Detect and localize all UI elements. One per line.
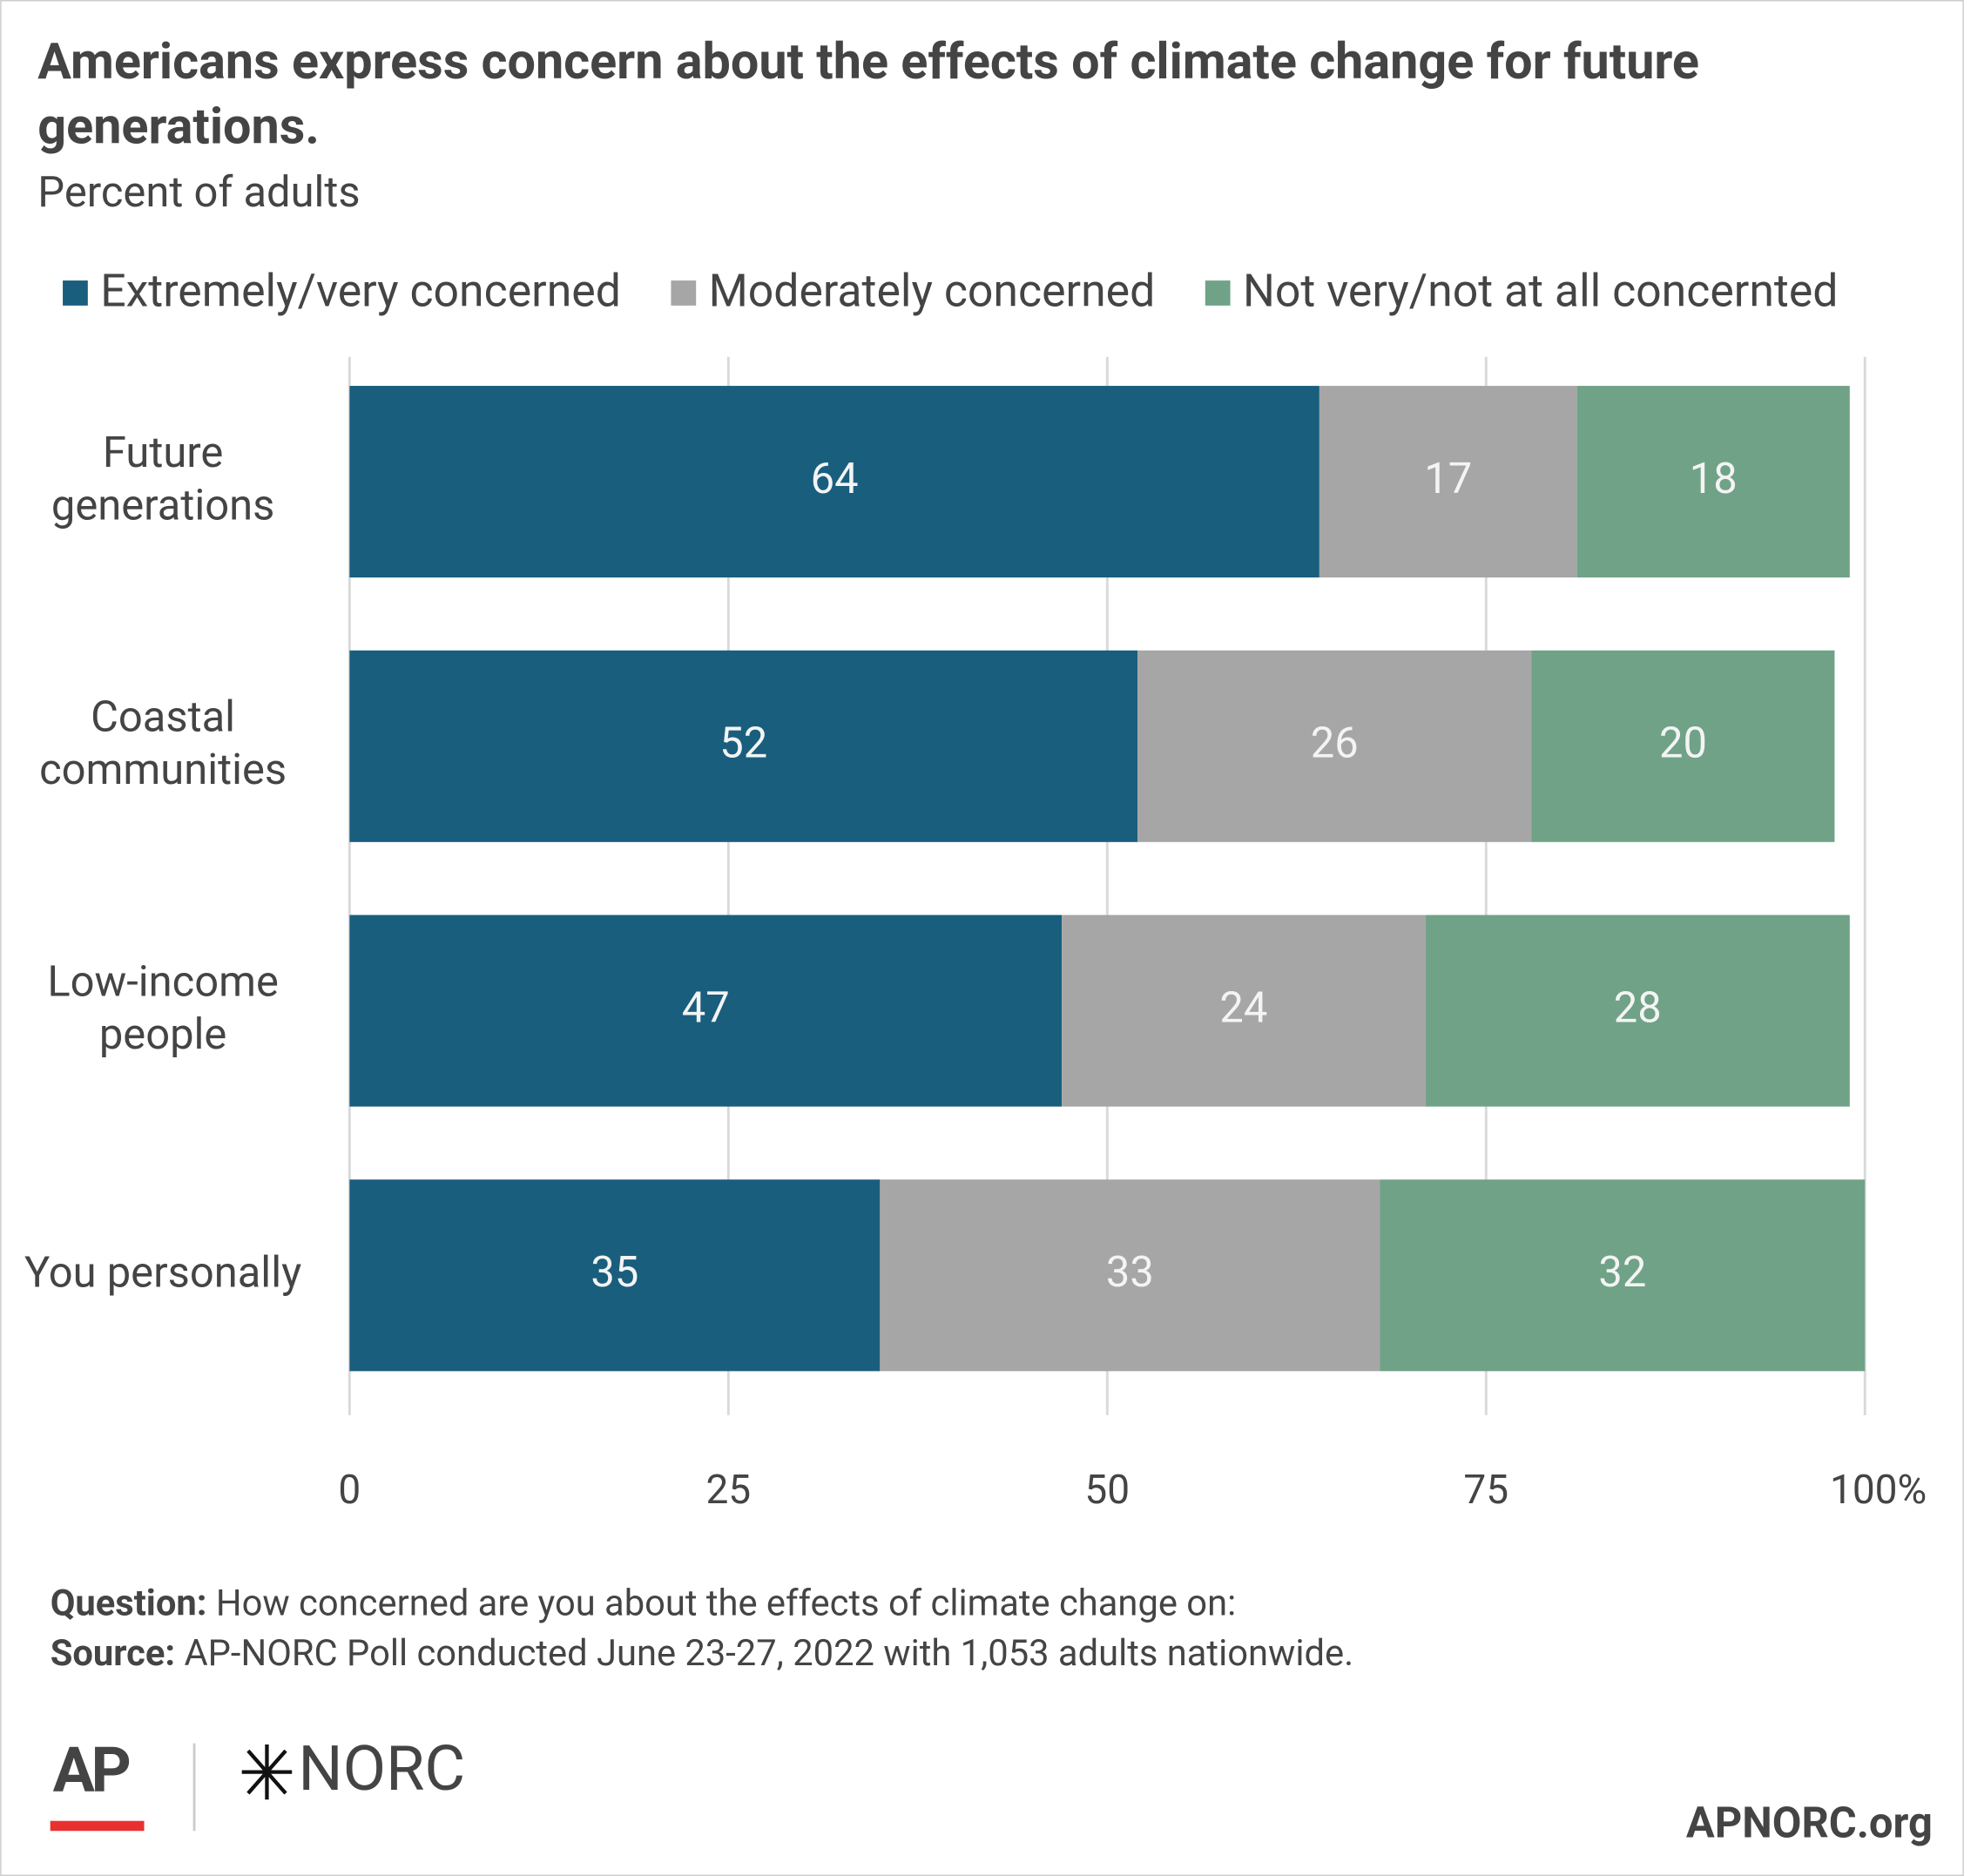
value-label: 18 [1690, 454, 1738, 503]
logo-underline [50, 1820, 145, 1832]
value-label: 28 [1614, 982, 1662, 1032]
note-text: AP-NORC Poll conducted June 23-27, 2022 … [184, 1632, 1353, 1675]
bar-segment [349, 650, 1138, 842]
legend-label: Extremely/very concerned [100, 265, 621, 318]
legend-swatch [63, 280, 88, 306]
x-tick-label: 75 [1463, 1467, 1508, 1514]
y-tick-label: Coastal communities [39, 692, 287, 794]
bar-segment [1380, 1179, 1866, 1372]
legend-label: Not very/not at all concernted [1243, 265, 1839, 318]
value-label: 64 [811, 454, 859, 503]
bar-segment [1062, 914, 1426, 1107]
bar-segment [349, 914, 1063, 1107]
legend-swatch [1205, 280, 1231, 306]
note-text: How concerned are you about the effects … [216, 1582, 1236, 1624]
bar-segment [880, 1179, 1380, 1372]
chart-title-line: Americans express concern about the effe… [37, 33, 1699, 91]
x-tick-label: 0 [338, 1467, 361, 1514]
logo-star [241, 1744, 293, 1800]
value-label: 47 [682, 982, 730, 1032]
y-tick-label: You personally [24, 1247, 301, 1297]
y-tick-label-line: generations [51, 480, 274, 530]
bar-segment [349, 1179, 881, 1372]
x-tick-label: 100% [1830, 1467, 1927, 1514]
logo-norc: NORC [298, 1731, 465, 1805]
x-tick-label: 50 [1084, 1467, 1130, 1514]
value-label: 26 [1311, 719, 1359, 768]
bar-segment [1576, 386, 1850, 578]
y-tick-label-line: You personally [24, 1247, 301, 1297]
bar-segment [1531, 650, 1835, 842]
value-label: 32 [1598, 1247, 1646, 1297]
y-tick-label-line: people [99, 1009, 226, 1059]
y-tick-label-line: communities [39, 745, 287, 794]
value-label: 33 [1106, 1247, 1154, 1297]
chart-title-line: generations. [37, 98, 320, 157]
y-tick-label-line: Future [103, 428, 223, 477]
note-label: Question: [51, 1582, 207, 1624]
value-label: 17 [1424, 454, 1472, 503]
bar-segment [349, 386, 1319, 578]
website: APNORC.org [1686, 1798, 1933, 1847]
legend-label: Moderately concerned [709, 265, 1156, 318]
value-label: 35 [591, 1247, 638, 1297]
legend-swatch [671, 280, 697, 306]
value-label: 52 [719, 719, 767, 768]
logo-ap: AP [53, 1733, 130, 1807]
note-source: Source: AP-NORC Poll conducted June 23-2… [51, 1632, 1353, 1675]
value-label: 24 [1219, 982, 1267, 1032]
chart-title: Americans express concern about the effe… [37, 33, 1699, 157]
bar-segment [1137, 650, 1532, 842]
y-tick-label: Low-income people [47, 956, 279, 1058]
bar-segment [1319, 386, 1577, 578]
value-label: 20 [1659, 719, 1707, 768]
y-tick-label-line: Coastal [91, 692, 235, 742]
x-tick-label: 25 [705, 1467, 751, 1514]
note-label: Source: [51, 1632, 175, 1675]
chart-subtitle: Percent of adults [37, 167, 360, 217]
y-tick-label-line: Low-income [47, 956, 279, 1006]
note-question: Question: How concerned are you about th… [51, 1582, 1237, 1624]
y-tick-label: Future generations [51, 428, 274, 530]
bar-segment [1425, 914, 1850, 1107]
